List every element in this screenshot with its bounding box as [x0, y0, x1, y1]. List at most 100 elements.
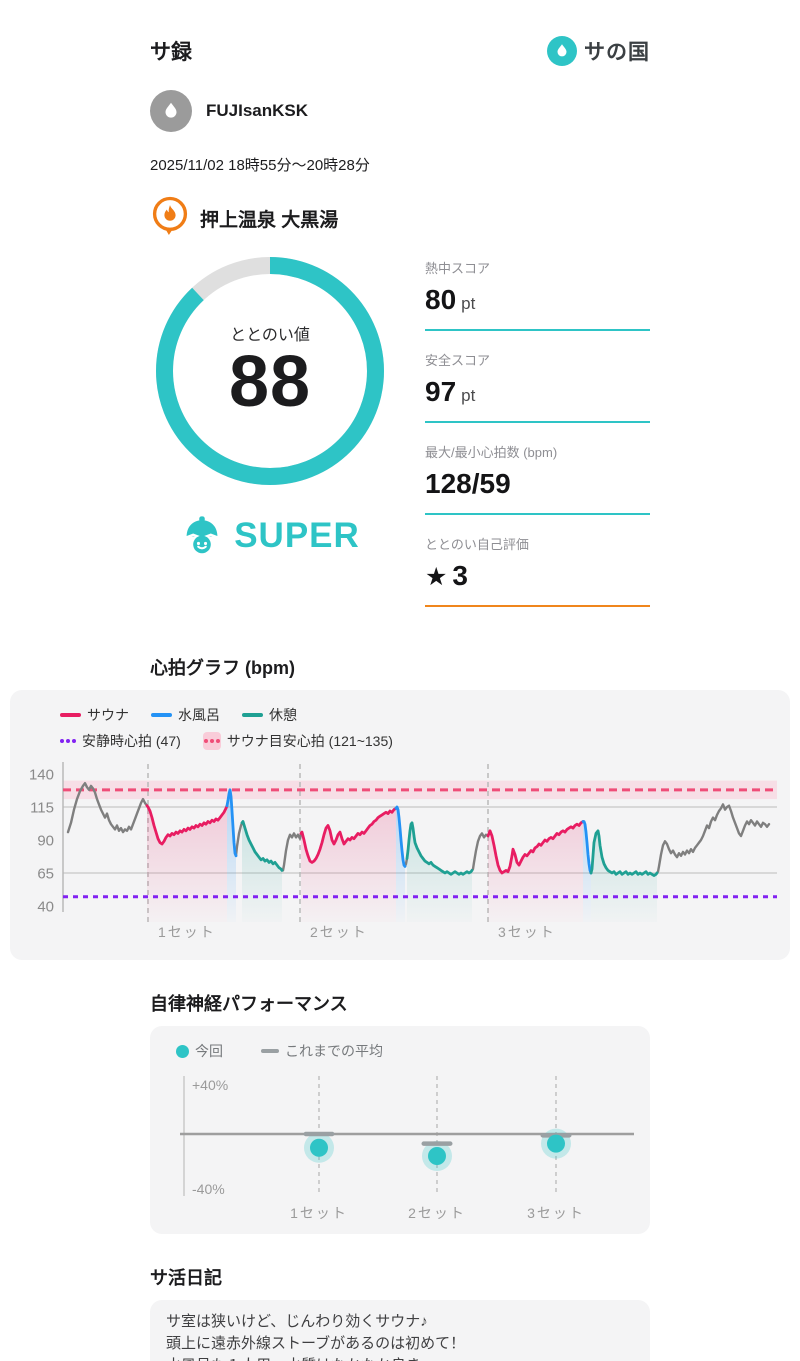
star-icon: ★ [425, 563, 448, 591]
username: FUJIsanKSK [206, 101, 309, 120]
current-dot-icon [176, 1044, 189, 1058]
legend-label: サウナ目安心拍 (121~135) [226, 732, 393, 749]
facility-row: 押上温泉 大黒湯 [150, 195, 650, 242]
legend-swatch-icon [202, 731, 221, 750]
set-label: 2セット [310, 924, 368, 940]
stat-label: ととのい自己評価 [425, 537, 529, 552]
average-bar [421, 1141, 453, 1146]
stat-label: 熱中スコア [425, 261, 491, 276]
hr-chart-svg: 140 115 90 65 40 1セット 2セット 3セット [29, 762, 777, 940]
stat-unit: pt [461, 386, 476, 405]
phase-fill [227, 789, 236, 922]
legend-swatch-icon [60, 712, 81, 717]
diary-card: サ室は狭いけど、じんわり効くサウナ♪ 頭上に遠赤外線ストーブがあるのは初めて！ 水風… [150, 1300, 650, 1361]
hr-chart-title: 心拍グラフ (bpm) [150, 658, 295, 678]
stat-value: 128/59 [425, 468, 511, 499]
gauge-badge: SUPER [150, 512, 390, 560]
stat-unit: pt [461, 294, 476, 313]
stat-label: 最大/最小心拍数 (bpm) [425, 445, 558, 460]
badge-label: SUPER [234, 516, 360, 555]
perf-chart-card: 今回 これまでの平均 +40% -40% 1セット 2セット 3セット [150, 1026, 650, 1234]
stat-value: 80 [425, 284, 457, 315]
stat-self-rating: ととのい自己評価 ★ 3 [425, 534, 650, 607]
legend-swatch-icon [151, 712, 172, 717]
legend-label: 休憩 [269, 706, 297, 723]
legend-label: 水風呂 [178, 706, 220, 723]
current-dot [310, 1138, 328, 1157]
hr-chart-plot: 140 115 90 65 40 1セット 2セット 3セット [10, 690, 790, 965]
gauge-section: ととのい値 88 [150, 256, 650, 626]
legend-item: サウナ [60, 705, 129, 725]
brand-droplet-icon [547, 36, 577, 66]
diary-line: サ室は狭いけど、じんわり効くサウナ♪ [166, 1313, 428, 1330]
y-label-top: +40% [192, 1077, 228, 1093]
hr-series-w [225, 788, 238, 858]
legend-label: サウナ [87, 706, 129, 723]
page-title: サ録 [150, 41, 192, 64]
set-label: 1セット [290, 1205, 348, 1221]
y-tick-label: 140 [29, 767, 54, 784]
hr-series-g [66, 782, 149, 834]
set-label: 3セット [498, 924, 556, 940]
brand-logo-text: サの国 [584, 41, 650, 64]
hr-series-g [234, 821, 244, 857]
y-label-bottom: -40% [192, 1181, 225, 1197]
hr-series-w [581, 820, 593, 875]
current-dot [428, 1147, 446, 1165]
header: サ録 サの国 [150, 0, 650, 66]
hr-series-g [470, 832, 490, 872]
gauge-ring [156, 257, 384, 485]
stats-column: 熱中スコア 80 pt 安全スコア 97 pt 最大/最小心拍数 (bpm) [425, 258, 650, 626]
hr-series-s [145, 804, 229, 846]
legend-swatch-icon [242, 712, 263, 717]
gauge-value: 88 [228, 342, 312, 423]
legend-item: 水風呂 [151, 705, 220, 725]
hr-series-g [655, 803, 771, 875]
legend-item: 安静時心拍 (47) [60, 731, 181, 751]
perf-chart-plot: +40% -40% 1セット 2セット 3セット [176, 1062, 650, 1233]
legend-label: 安静時心拍 (47) [82, 732, 181, 749]
facility-flame-icon [150, 195, 190, 242]
hr-series-r [405, 821, 474, 876]
set-label: 1セット [158, 924, 216, 940]
perf-chart-title: 自律神経パフォーマンス [150, 994, 348, 1014]
stat-safety-score: 安全スコア 97 pt [425, 350, 650, 423]
gauge-label: ととのい値 [230, 327, 310, 345]
legend-swatch-icon [60, 738, 76, 743]
set-label: 2セット [408, 1205, 466, 1221]
perf-chart-svg: +40% -40% 1セット 2セット 3セット [180, 1076, 634, 1221]
average-bar-icon [261, 1049, 279, 1053]
y-tick-label: 115 [30, 800, 54, 817]
user-row: FUJIsanKSK [150, 90, 650, 132]
hr-series-r [589, 829, 659, 877]
hr-series-s [299, 806, 398, 864]
hr-series-w [394, 805, 407, 868]
legend-label: 今回 [195, 1043, 223, 1059]
legend-item: 休憩 [242, 705, 297, 725]
set-label: 3セット [527, 1205, 585, 1221]
brand-logo: サの国 [547, 36, 650, 66]
hr-chart-card: サウナ 水風呂 休憩 安静時心拍 (47) サウナ目安心拍 (121~135) 140… [10, 690, 790, 960]
stat-heat-score: 熱中スコア 80 pt [425, 258, 650, 331]
average-bar [303, 1131, 335, 1137]
y-tick-label: 40 [37, 899, 54, 916]
phase-fill [488, 821, 583, 922]
phase-fill [591, 830, 657, 922]
y-tick-label: 90 [37, 833, 54, 850]
stat-max-min-hr: 最大/最小心拍数 (bpm) 128/59 [425, 442, 650, 515]
phase-fill [396, 807, 405, 922]
phase-fill [301, 808, 396, 922]
legend-label: これまでの平均 [285, 1043, 383, 1059]
hr-series-r [240, 820, 284, 872]
phase-fill [147, 805, 227, 922]
facility-name: 押上温泉 大黒湯 [200, 210, 339, 231]
y-tick-label: 65 [37, 866, 54, 883]
session-datetime: 2025/11/02 18時55分〜20時28分 [150, 157, 370, 174]
legend-item: サウナ目安心拍 (121~135) [202, 731, 393, 751]
hr-chart-legend: サウナ 水風呂 休憩 安静時心拍 (47) サウナ目安心拍 (121~135) [60, 703, 393, 752]
diary-title: サ活日記 [150, 1268, 222, 1288]
hr-series-s [486, 820, 585, 875]
stat-value: 97 [425, 376, 457, 407]
stat-value: 3 [452, 560, 468, 591]
